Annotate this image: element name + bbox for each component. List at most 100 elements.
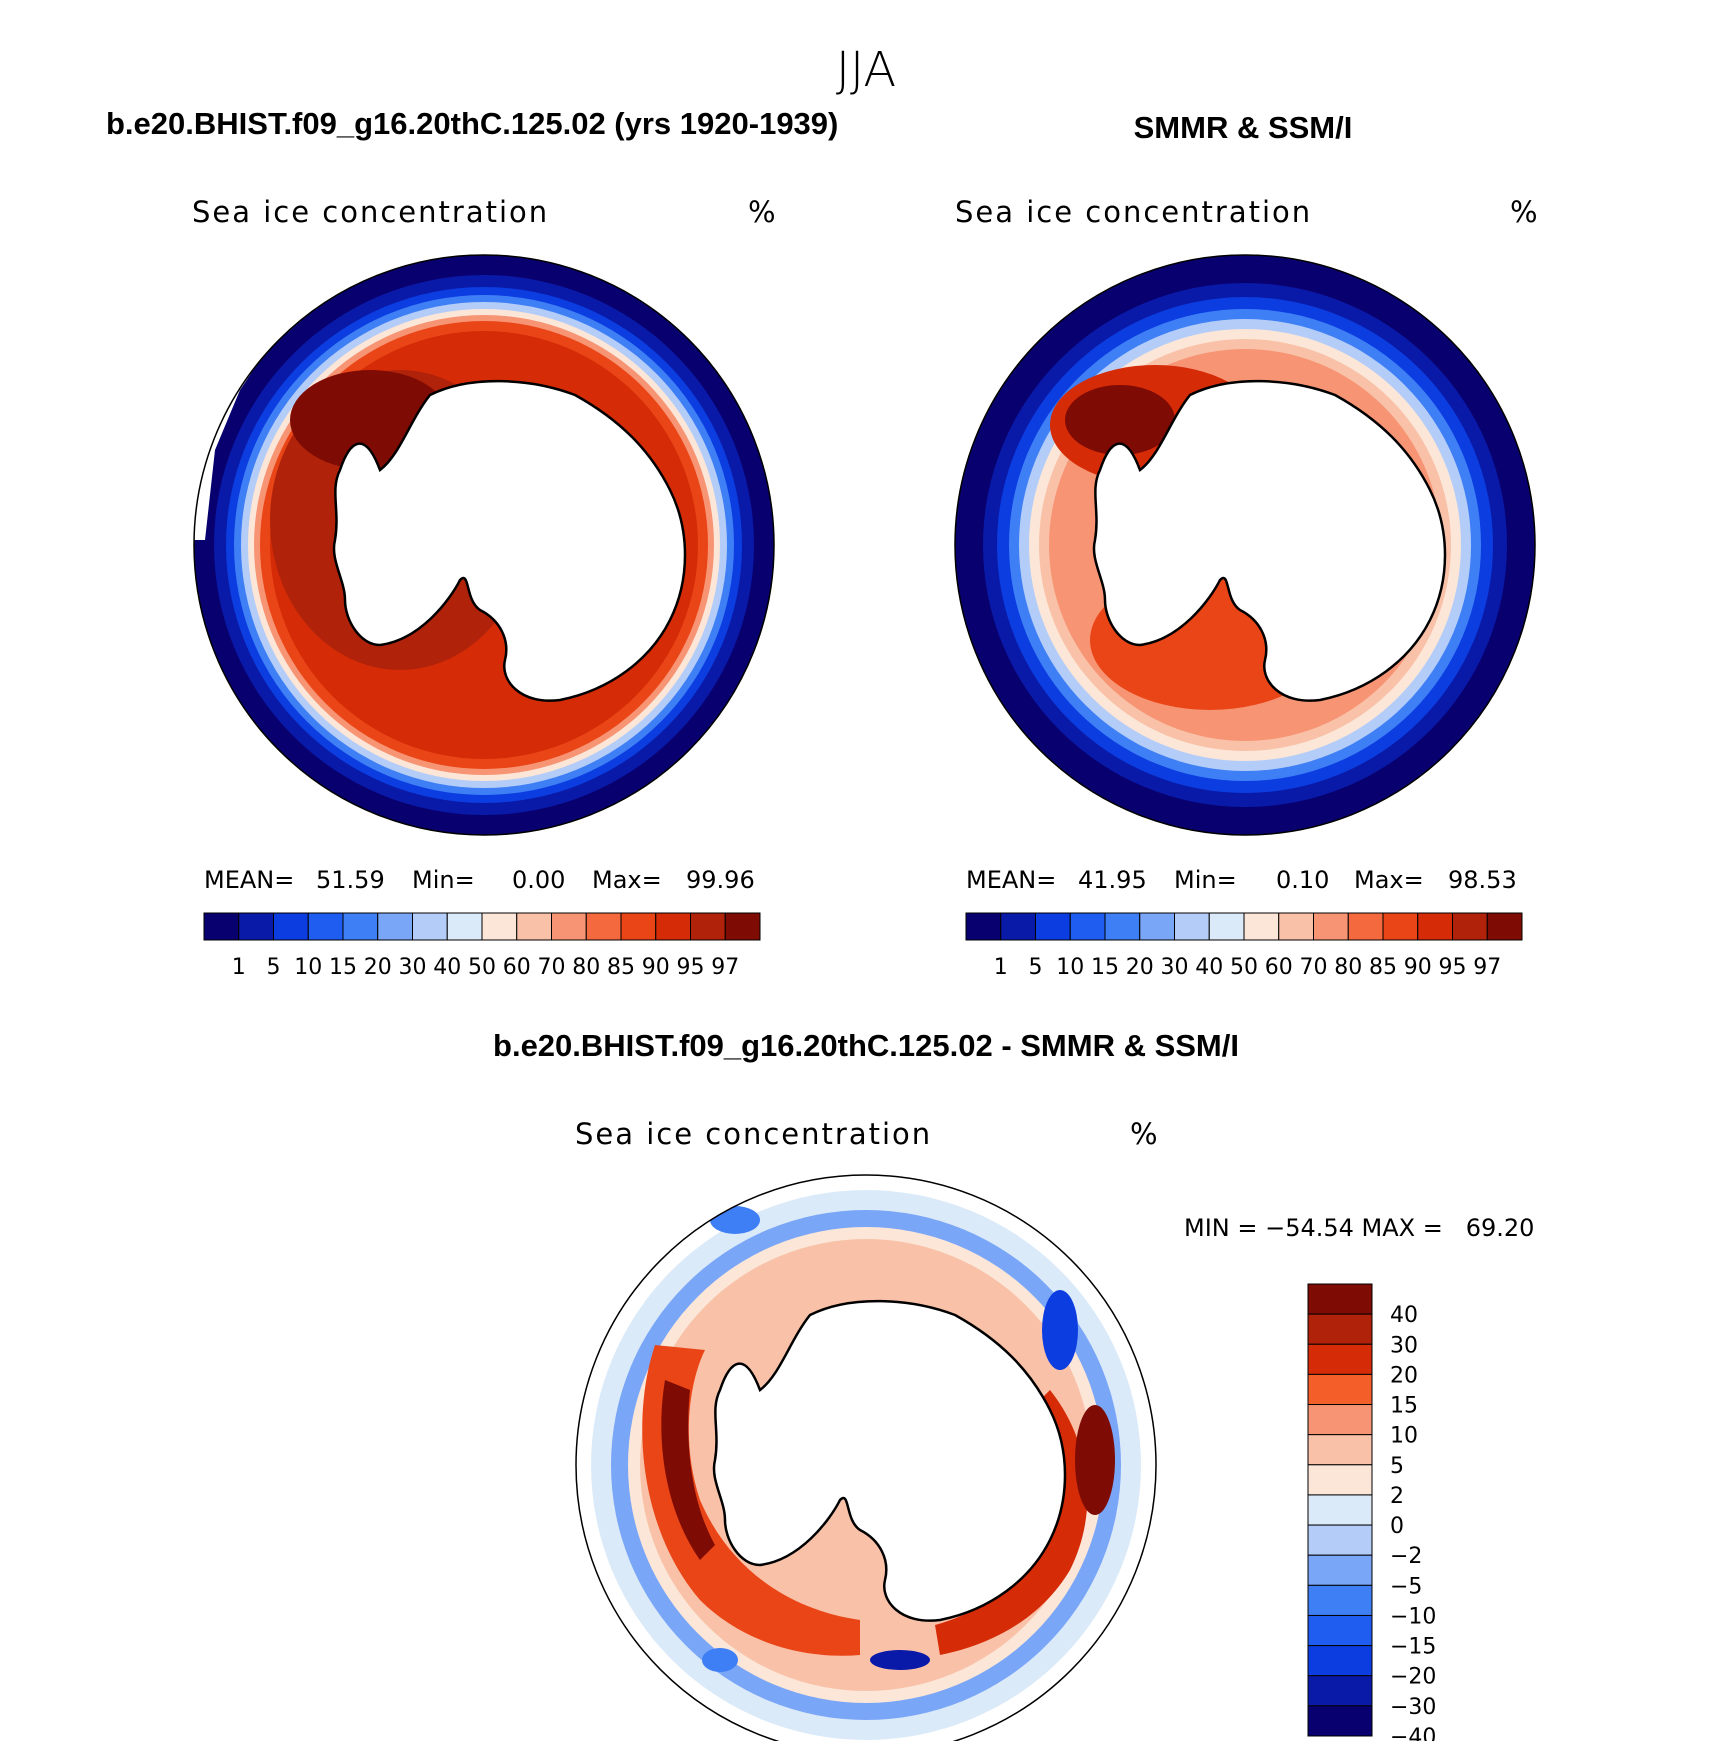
panel-diff-colorbar-tick-label: 0 — [1390, 1514, 1404, 1539]
panel-model-colorbar-tick-label: 40 — [433, 955, 461, 980]
panel-obs-colorbar-box — [1417, 912, 1453, 941]
panel-obs-colorbar-tick-label: 5 — [1029, 955, 1043, 980]
panel-model-colorbar-box — [446, 912, 483, 941]
panel-model-mean-label: MEAN= — [204, 866, 294, 894]
panel-diff-units: % — [1130, 1117, 1158, 1151]
panel-model-colorbar-ticks: 1 5 10 15 20 30 40 50 60 70 80 85 90 95 97 — [232, 955, 740, 980]
panel-diff-colorbar-tick-label: −30 — [1390, 1695, 1436, 1720]
panel-model-var-label: Sea ice concentration — [192, 195, 549, 229]
panel-model-colorbar-box — [690, 912, 726, 941]
panel-model-colorbar-tick-label: 50 — [468, 955, 496, 980]
panel-model-colorbar-box — [412, 912, 448, 941]
panel-model-units: % — [748, 195, 776, 229]
panel-obs-colorbar-tick-label: 40 — [1195, 955, 1223, 980]
season-title: JJA — [836, 42, 896, 98]
panel-model-colorbar-box — [516, 912, 552, 941]
panel-diff-case-title: b.e20.BHIST.f09_g16.20thC.125.02 - SMMR … — [493, 1028, 1239, 1063]
panel-model-colorbar-tick-label: 60 — [503, 955, 531, 980]
panel-model-mean-value: 51.59 — [316, 866, 385, 894]
panel-diff-colorbar-tick-label: 5 — [1390, 1454, 1404, 1479]
panel-diff-colorbar-tick-label: 2 — [1390, 1484, 1404, 1509]
panel-model: b.e20.BHIST.f09_g16.20thC.125.02 (yrs 19… — [106, 106, 838, 980]
panel-model-colorbar-box — [620, 912, 657, 941]
panel-model-map — [194, 255, 774, 835]
panel-model-case-title: b.e20.BHIST.f09_g16.20thC.125.02 (yrs 19… — [106, 106, 838, 141]
panel-model-min-label: Min= — [412, 866, 475, 894]
panel-obs-colorbar-box — [1104, 912, 1141, 941]
panel-obs-colorbar-tick-label: 70 — [1300, 955, 1328, 980]
panel-model-max-label: Max= — [592, 866, 662, 894]
panel-diff-colorbar-box — [1307, 1404, 1373, 1436]
panel-model-min-value: 0.00 — [512, 866, 565, 894]
panel-model-colorbar-box — [655, 912, 691, 941]
panel-model-colorbar-tick-label: 5 — [267, 955, 281, 980]
panel-diff-colorbar-box — [1307, 1283, 1373, 1315]
panel-diff-colorbar-tick-label: −20 — [1390, 1665, 1436, 1690]
panel-model-colorbar-tick-label: 30 — [399, 955, 427, 980]
panel-diff-colorbar-box — [1307, 1584, 1373, 1616]
panel-obs-max-label: Max= — [1354, 866, 1424, 894]
panel-diff-colorbar-box — [1307, 1434, 1373, 1466]
panel-obs-case-title: SMMR & SSM/I — [1134, 110, 1353, 145]
panel-model-colorbar-box — [585, 912, 622, 941]
panel-obs-colorbar-tick-label: 95 — [1439, 955, 1467, 980]
panel-model-colorbar-tick-label: 15 — [329, 955, 357, 980]
panel-model-colorbar — [203, 912, 761, 941]
panel-model-colorbar-tick-label: 80 — [572, 955, 600, 980]
panel-diff-colorbar-tick-label: 15 — [1390, 1394, 1418, 1419]
panel-obs-colorbar-box — [1069, 912, 1106, 941]
panel-model-colorbar-tick-label: 70 — [538, 955, 566, 980]
panel-obs-colorbar-box — [1139, 912, 1175, 941]
panel-diff-colorbar-tick-label: −2 — [1390, 1544, 1422, 1569]
panel-diff-colorbar-box — [1307, 1373, 1373, 1406]
panel-diff-colorbar-tick-label: 30 — [1390, 1333, 1418, 1358]
panel-obs-max-value: 98.53 — [1448, 866, 1517, 894]
panel-diff-minmax: MIN = −54.54 MAX = 69.20 — [1184, 1214, 1534, 1242]
panel-diff-colorbar-box — [1307, 1554, 1373, 1586]
panel-model-colorbar-tick-label: 97 — [711, 955, 739, 980]
panel-obs-colorbar-box — [965, 912, 1002, 941]
panel-obs-colorbar — [965, 912, 1523, 941]
panel-diff-colorbar-box — [1307, 1614, 1373, 1647]
panel-obs: SMMR & SSM/I Sea ice concentration % MEA… — [954, 110, 1538, 980]
panel-model-colorbar-tick-label: 85 — [607, 955, 635, 980]
panel-diff-colorbar — [1307, 1283, 1373, 1737]
panel-obs-colorbar-tick-label: 97 — [1473, 955, 1501, 980]
panel-model-colorbar-box — [307, 912, 344, 941]
panel-diff-colorbar-box — [1307, 1494, 1373, 1526]
panel-model-colorbar-box — [724, 912, 761, 941]
panel-obs-colorbar-box — [1035, 912, 1071, 941]
panel-diff-colorbar-tick-label: 40 — [1390, 1303, 1418, 1328]
panel-model-colorbar-tick-label: 1 — [232, 955, 246, 980]
panel-diff-colorbar-box — [1307, 1343, 1373, 1375]
panel-diff-colorbar-tick-label: −15 — [1390, 1635, 1436, 1660]
panel-obs-colorbar-box — [1000, 912, 1036, 941]
panel-model-colorbar-tick-label: 95 — [677, 955, 705, 980]
panel-model-colorbar-box — [203, 912, 240, 941]
panel-obs-min-label: Min= — [1174, 866, 1237, 894]
panel-obs-colorbar-box — [1243, 912, 1280, 941]
panel-diff-map — [576, 1175, 1156, 1741]
panel-obs-mean-value: 41.95 — [1078, 866, 1147, 894]
panel-diff-colorbar-tick-label: 10 — [1390, 1424, 1418, 1449]
panel-obs-colorbar-box — [1208, 912, 1245, 941]
panel-obs-colorbar-ticks: 1 5 10 15 20 30 40 50 60 70 80 85 90 95 97 — [994, 955, 1502, 980]
panel-obs-colorbar-box — [1382, 912, 1419, 941]
antarctica-outline — [712, 1299, 1067, 1622]
panel-obs-colorbar-box — [1278, 912, 1314, 941]
panel-obs-colorbar-tick-label: 15 — [1091, 955, 1119, 980]
panel-diff-var-label: Sea ice concentration — [575, 1117, 932, 1151]
panel-obs-mean-label: MEAN= — [966, 866, 1056, 894]
panel-diff-colorbar-box — [1307, 1705, 1373, 1737]
panel-diff-colorbar-box — [1307, 1524, 1373, 1556]
panel-obs-colorbar-tick-label: 30 — [1161, 955, 1189, 980]
panel-obs-var-label: Sea ice concentration — [955, 195, 1312, 229]
panel-obs-colorbar-box — [1174, 912, 1210, 941]
panel-obs-colorbar-box — [1452, 912, 1488, 941]
panel-model-colorbar-box — [551, 912, 587, 941]
panel-obs-min-value: 0.10 — [1276, 866, 1329, 894]
panel-model-colorbar-box — [342, 912, 379, 941]
panel-diff-colorbar-box — [1307, 1313, 1373, 1345]
panel-diff-colorbar-tick-label: 20 — [1390, 1363, 1418, 1388]
